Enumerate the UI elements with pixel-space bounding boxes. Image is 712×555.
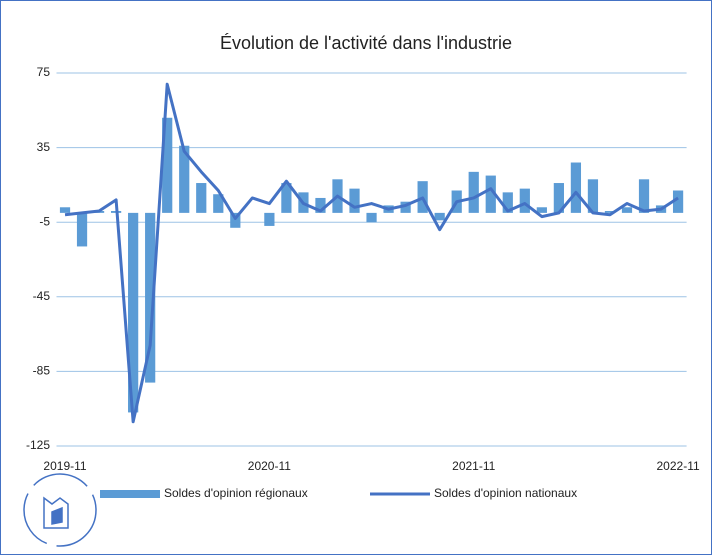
legend-label: Soldes d'opinion nationaux [434,486,577,500]
bar [502,192,513,213]
bar [162,117,173,213]
logo [23,473,97,547]
bar [196,183,207,213]
bar [621,207,633,213]
bar [604,211,616,213]
x-tick-label: 2022-11 [657,459,700,473]
y-tick-label: 75 [37,65,51,79]
bar [587,179,599,213]
x-tick-label: 2019-11 [43,459,86,473]
bar [179,145,190,213]
y-tick-label: -85 [33,364,51,378]
bar [485,175,496,213]
bar [468,171,479,213]
line [64,82,679,424]
chart-title: Évolution de l'activité dans l'industrie [220,33,512,53]
bar [672,190,684,213]
y-tick-label: -45 [33,289,51,303]
bar [349,188,360,213]
bar [519,188,530,213]
bar [553,183,564,213]
bar [213,194,224,213]
x-tick-label: 2021-11 [452,459,495,473]
bar [59,207,71,213]
bar [264,212,275,226]
bar [145,212,156,383]
bar [315,197,326,213]
legend-swatch [100,490,160,498]
bar [76,212,88,247]
legend-label: Soldes d'opinion régionaux [164,486,308,500]
bar [536,207,547,213]
bar [230,212,241,228]
y-tick-label: -125 [26,438,50,452]
y-tick-label: 35 [37,140,51,154]
y-tick-label: -5 [39,214,50,228]
bar [434,212,445,221]
bar [366,212,377,223]
bar [570,162,582,213]
x-tick-label: 2020-11 [248,459,291,473]
bar [400,201,411,213]
bar [281,183,292,213]
bar [128,212,139,413]
bar [638,179,650,213]
